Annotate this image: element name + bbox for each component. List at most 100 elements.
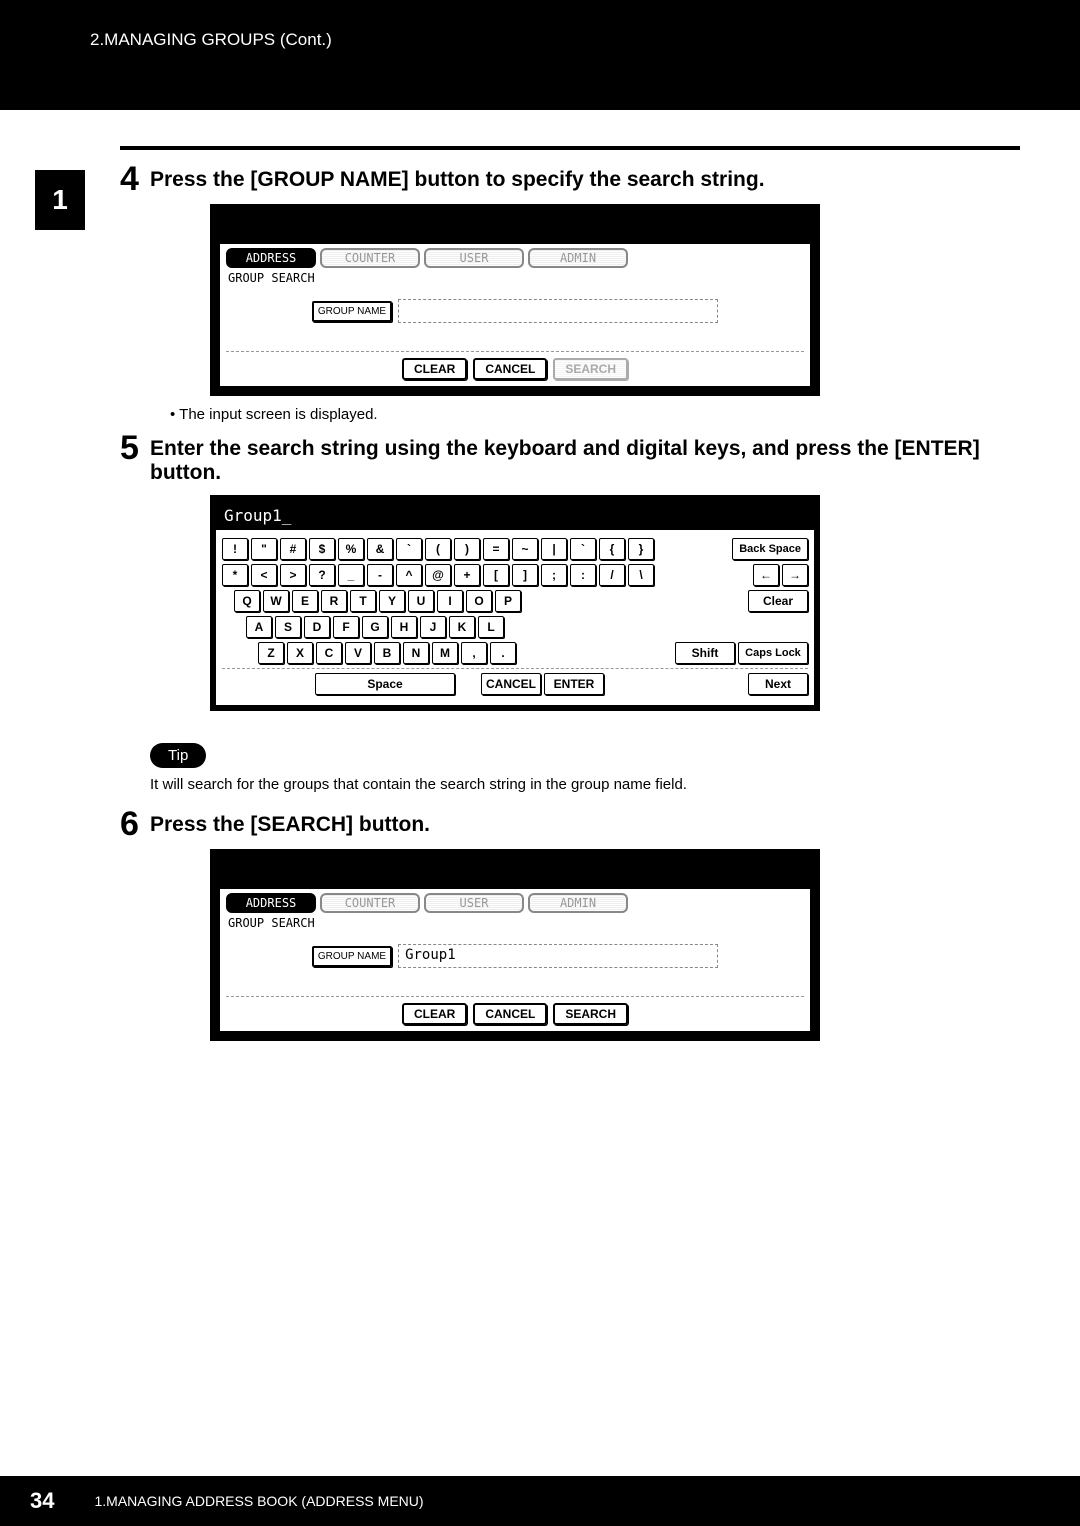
key-_[interactable]: _: [338, 564, 364, 586]
key--[interactable]: -: [367, 564, 393, 586]
key-@[interactable]: @: [425, 564, 451, 586]
clear-key[interactable]: Clear: [748, 590, 808, 612]
key-*[interactable]: *: [222, 564, 248, 586]
group-name-button[interactable]: GROUP NAME: [312, 946, 392, 967]
arrow-right-key[interactable]: →: [782, 564, 808, 586]
key-p[interactable]: P: [495, 590, 521, 612]
keyboard-screen: Group1_ !"#$%&`()=~|`{}Back Space *<>?_-…: [210, 495, 820, 711]
key-:[interactable]: :: [570, 564, 596, 586]
key-o[interactable]: O: [466, 590, 492, 612]
key-;[interactable]: ;: [541, 564, 567, 586]
key-`[interactable]: `: [570, 538, 596, 560]
key-.[interactable]: .: [490, 642, 516, 664]
key-<[interactable]: <: [251, 564, 277, 586]
key-\[interactable]: \: [628, 564, 654, 586]
search-button[interactable]: SEARCH: [553, 1003, 628, 1025]
step-number: 5: [120, 431, 150, 485]
clear-button[interactable]: CLEAR: [402, 1003, 467, 1025]
next-key[interactable]: Next: [748, 673, 808, 695]
step-4: 4 Press the [GROUP NAME] button to speci…: [120, 162, 1020, 196]
divider: [120, 146, 1020, 150]
group-name-field[interactable]: [398, 299, 718, 323]
key-i[interactable]: I: [437, 590, 463, 612]
cancel-button[interactable]: CANCEL: [473, 1003, 547, 1025]
key-~[interactable]: ~: [512, 538, 538, 560]
key-=[interactable]: =: [483, 538, 509, 560]
key-"[interactable]: ": [251, 538, 277, 560]
key-w[interactable]: W: [263, 590, 289, 612]
key-^[interactable]: ^: [396, 564, 422, 586]
dashed-divider: [226, 996, 804, 997]
key-}[interactable]: }: [628, 538, 654, 560]
clear-button[interactable]: CLEAR: [402, 358, 467, 380]
key-g[interactable]: G: [362, 616, 388, 638]
key-q[interactable]: Q: [234, 590, 260, 612]
key-/[interactable]: /: [599, 564, 625, 586]
tip-text: It will search for the groups that conta…: [150, 776, 1020, 793]
key-r[interactable]: R: [321, 590, 347, 612]
key-l[interactable]: L: [478, 616, 504, 638]
tab-counter[interactable]: COUNTER: [320, 248, 420, 268]
page-footer: 34 1.MANAGING ADDRESS BOOK (ADDRESS MENU…: [0, 1476, 1080, 1526]
group-name-button[interactable]: GROUP NAME: [312, 301, 392, 322]
tab-counter[interactable]: COUNTER: [320, 893, 420, 913]
tab-user[interactable]: USER: [424, 893, 524, 913]
key-x[interactable]: X: [287, 642, 313, 664]
key-][interactable]: ]: [512, 564, 538, 586]
tab-admin[interactable]: ADMIN: [528, 248, 628, 268]
key-m[interactable]: M: [432, 642, 458, 664]
key-{[interactable]: {: [599, 538, 625, 560]
key-+[interactable]: +: [454, 564, 480, 586]
step-number: 4: [120, 162, 150, 196]
key-j[interactable]: J: [420, 616, 446, 638]
key-b[interactable]: B: [374, 642, 400, 664]
key-e[interactable]: E: [292, 590, 318, 612]
tab-admin[interactable]: ADMIN: [528, 893, 628, 913]
key-#[interactable]: #: [280, 538, 306, 560]
page-header: 2.MANAGING GROUPS (Cont.): [0, 0, 1080, 110]
key-h[interactable]: H: [391, 616, 417, 638]
key-d[interactable]: D: [304, 616, 330, 638]
key-&[interactable]: &: [367, 538, 393, 560]
key-([interactable]: (: [425, 538, 451, 560]
key-v[interactable]: V: [345, 642, 371, 664]
group-name-field[interactable]: Group1: [398, 944, 718, 968]
key-%[interactable]: %: [338, 538, 364, 560]
step-6: 6 Press the [SEARCH] button.: [120, 807, 1020, 841]
key-s[interactable]: S: [275, 616, 301, 638]
key-u[interactable]: U: [408, 590, 434, 612]
key-n[interactable]: N: [403, 642, 429, 664]
capslock-key[interactable]: Caps Lock: [738, 642, 808, 664]
key-k[interactable]: K: [449, 616, 475, 638]
space-key[interactable]: Space: [315, 673, 455, 695]
key-`[interactable]: `: [396, 538, 422, 560]
key-)[interactable]: ): [454, 538, 480, 560]
key-[[interactable]: [: [483, 564, 509, 586]
tab-user[interactable]: USER: [424, 248, 524, 268]
key-t[interactable]: T: [350, 590, 376, 612]
key-f[interactable]: F: [333, 616, 359, 638]
arrow-left-key[interactable]: ←: [753, 564, 779, 586]
key-$[interactable]: $: [309, 538, 335, 560]
key-a[interactable]: A: [246, 616, 272, 638]
enter-key[interactable]: ENTER: [544, 673, 604, 695]
kbd-divider: [222, 668, 808, 669]
key->[interactable]: >: [280, 564, 306, 586]
key-|[interactable]: |: [541, 538, 567, 560]
key-,[interactable]: ,: [461, 642, 487, 664]
key-y[interactable]: Y: [379, 590, 405, 612]
tab-address[interactable]: ADDRESS: [226, 893, 316, 913]
shift-key[interactable]: Shift: [675, 642, 735, 664]
key-?[interactable]: ?: [309, 564, 335, 586]
key-z[interactable]: Z: [258, 642, 284, 664]
key-c[interactable]: C: [316, 642, 342, 664]
page-number: 34: [0, 1488, 84, 1514]
key-![interactable]: !: [222, 538, 248, 560]
chapter-tab: 1: [35, 170, 85, 230]
search-button[interactable]: SEARCH: [553, 358, 628, 380]
cancel-button[interactable]: CANCEL: [473, 358, 547, 380]
backspace-key[interactable]: Back Space: [732, 538, 808, 560]
cancel-key[interactable]: CANCEL: [481, 673, 541, 695]
tab-address[interactable]: ADDRESS: [226, 248, 316, 268]
tip-badge: Tip: [150, 743, 206, 768]
